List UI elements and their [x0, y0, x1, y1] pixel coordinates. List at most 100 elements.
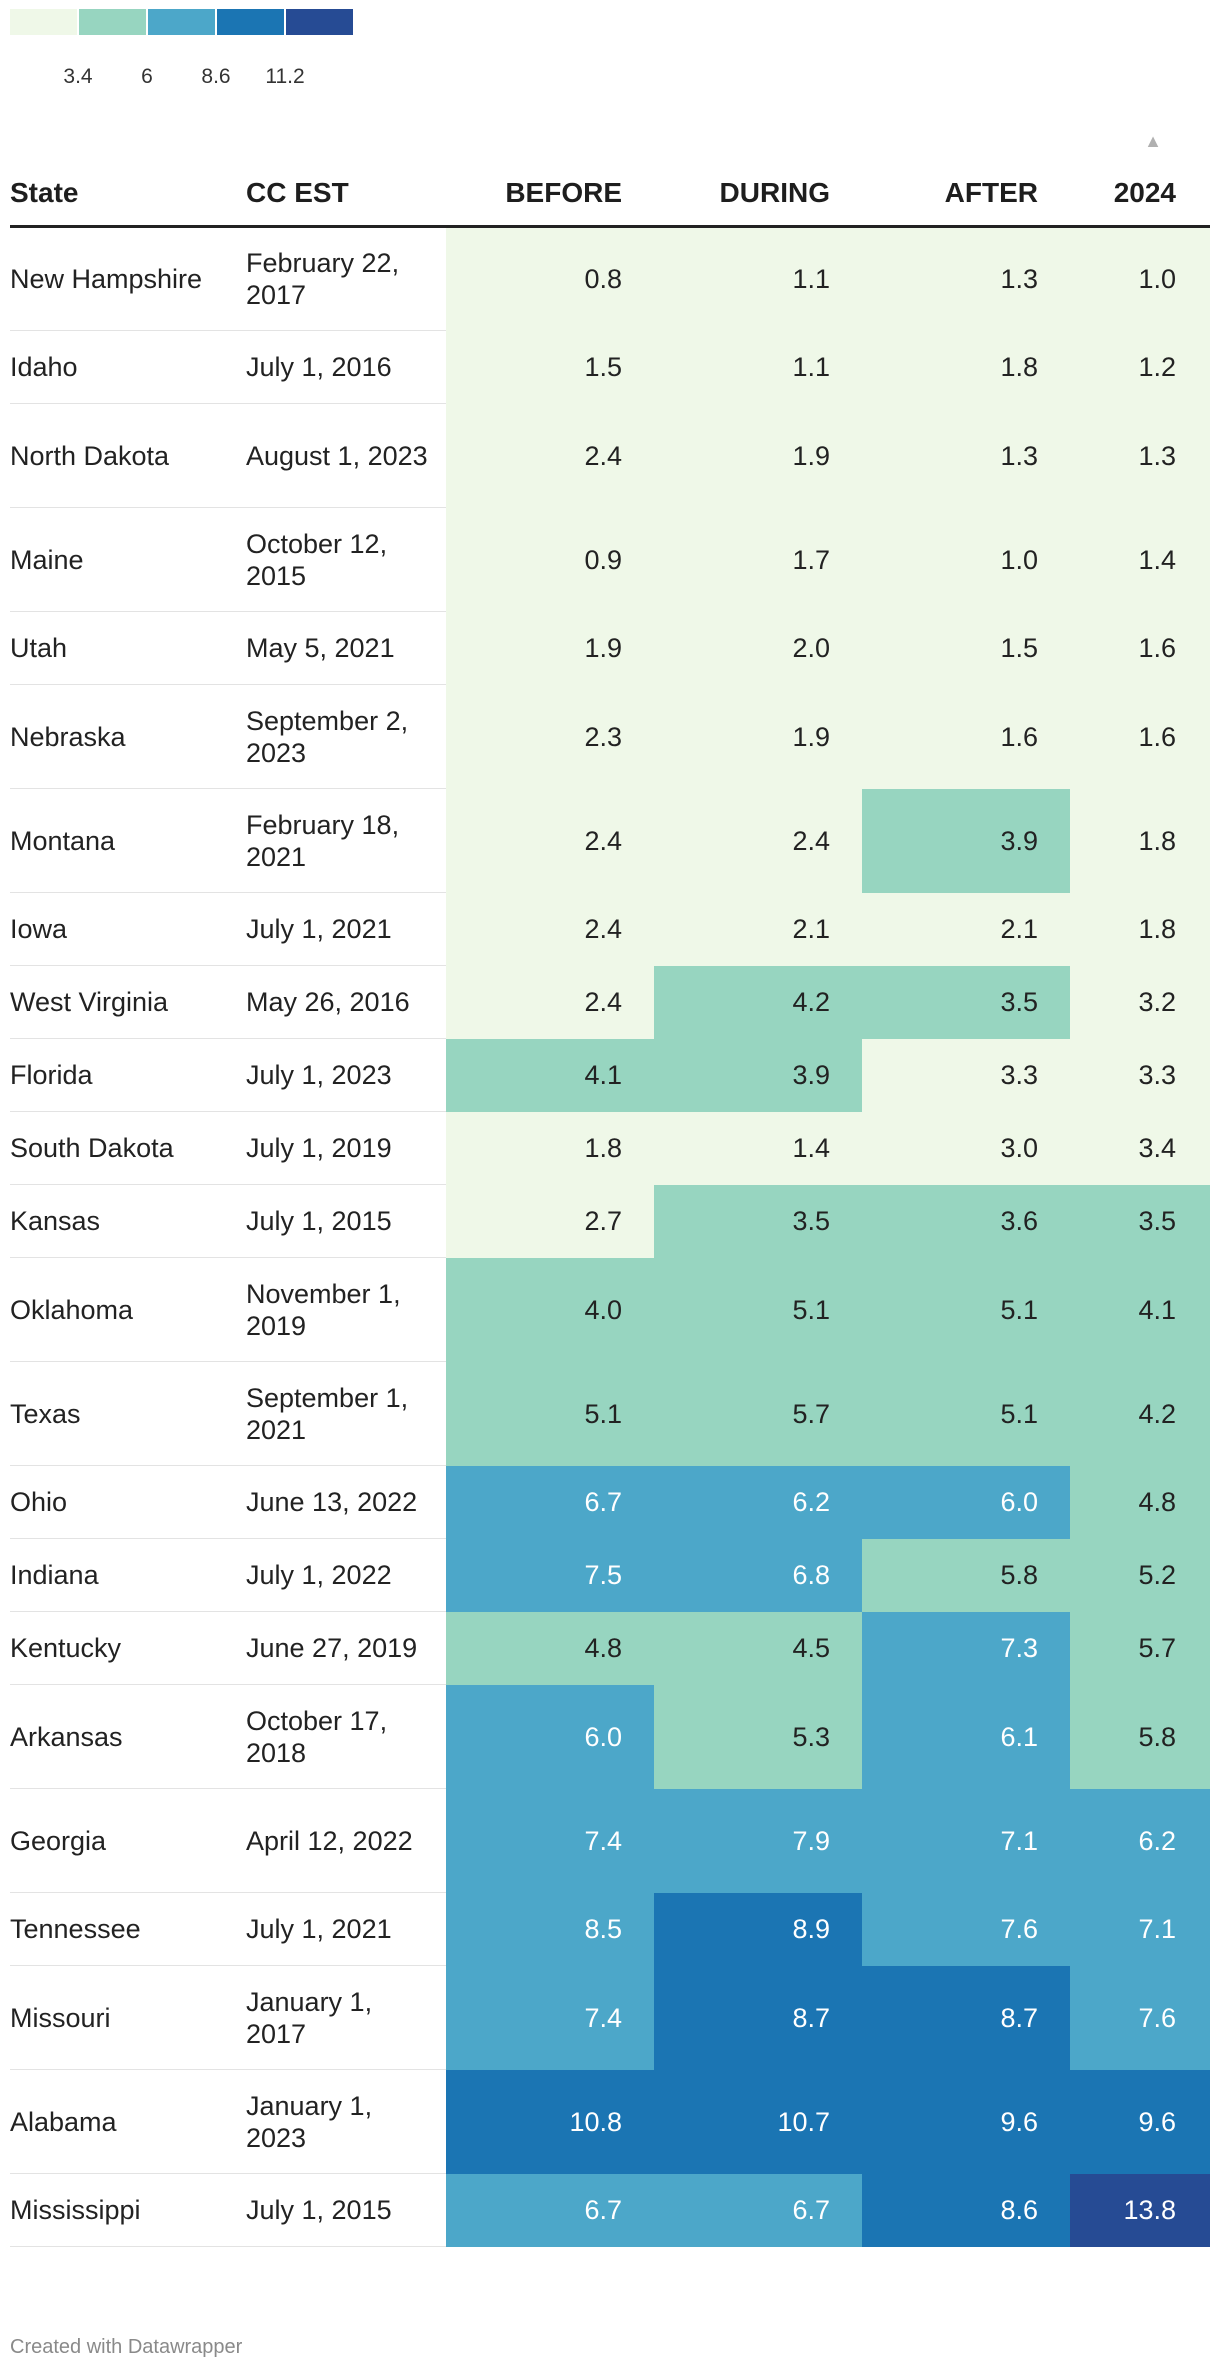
cell-state: Missouri: [10, 1965, 246, 2070]
cell-during: 3.9: [654, 1038, 862, 1112]
cell-cc-est: July 1, 2021: [246, 892, 446, 966]
color-legend: 3.4 6 8.6 11.2: [10, 9, 353, 88]
cell-during: 4.5: [654, 1611, 862, 1685]
cell-state: North Dakota: [10, 403, 246, 508]
cell-after: 8.6: [862, 2173, 1070, 2247]
cell-state: Kansas: [10, 1184, 246, 1258]
cell-during: 5.1: [654, 1257, 862, 1362]
cell-after: 1.8: [862, 330, 1070, 404]
cell-before: 1.8: [446, 1111, 654, 1185]
legend-swatch: [79, 9, 146, 35]
cell-during: 1.9: [654, 684, 862, 789]
legend-tick-label: 3.4: [63, 65, 93, 88]
cell-cc-est: October 17, 2018: [246, 1684, 446, 1789]
cell-2024: 13.8: [1070, 2173, 1210, 2247]
cell-during: 1.1: [654, 226, 862, 331]
cell-cc-est: July 1, 2015: [246, 1184, 446, 1258]
table-row: West Virginia May 26, 2016 2.4 4.2 3.5 3.2: [10, 965, 1210, 1039]
cell-after: 3.0: [862, 1111, 1070, 1185]
table-row: Montana February 18, 2021 2.4 2.4 3.9 1.8: [10, 788, 1210, 893]
cell-cc-est: April 12, 2022: [246, 1788, 446, 1893]
cell-after: 5.1: [862, 1361, 1070, 1466]
table-row: Oklahoma November 1, 2019 4.0 5.1 5.1 4.1: [10, 1257, 1210, 1362]
cell-after: 1.5: [862, 611, 1070, 685]
cell-before: 1.5: [446, 330, 654, 404]
cell-cc-est: July 1, 2019: [246, 1111, 446, 1185]
cell-state: Maine: [10, 507, 246, 612]
cell-cc-est: January 1, 2017: [246, 1965, 446, 2070]
table-row: New Hampshire February 22, 2017 0.8 1.1 1.3 1…: [10, 226, 1210, 331]
cell-2024: 1.8: [1070, 788, 1210, 893]
cell-2024: 1.4: [1070, 507, 1210, 612]
cell-after: 3.5: [862, 965, 1070, 1039]
table-row: Indiana July 1, 2022 7.5 6.8 5.8 5.2: [10, 1538, 1210, 1612]
cell-after: 6.0: [862, 1465, 1070, 1539]
column-header-cc-est[interactable]: CC EST: [246, 131, 446, 228]
cell-2024: 1.8: [1070, 892, 1210, 966]
cell-during: 10.7: [654, 2069, 862, 2174]
cell-2024: 3.2: [1070, 965, 1210, 1039]
cell-during: 1.1: [654, 330, 862, 404]
column-header-before[interactable]: BEFORE: [446, 131, 654, 228]
column-header-after[interactable]: AFTER: [862, 131, 1070, 228]
cell-before: 2.4: [446, 788, 654, 893]
cell-2024: 9.6: [1070, 2069, 1210, 2174]
cell-after: 7.6: [862, 1892, 1070, 1966]
cell-cc-est: September 1, 2021: [246, 1361, 446, 1466]
cell-during: 1.9: [654, 403, 862, 508]
cell-2024: 1.6: [1070, 684, 1210, 789]
cell-after: 1.0: [862, 507, 1070, 612]
cell-before: 4.1: [446, 1038, 654, 1112]
cell-before: 2.7: [446, 1184, 654, 1258]
column-header-during[interactable]: DURING: [654, 131, 862, 228]
cell-state: Indiana: [10, 1538, 246, 1612]
cell-state: Utah: [10, 611, 246, 685]
cell-cc-est: October 12, 2015: [246, 507, 446, 612]
cell-cc-est: January 1, 2023: [246, 2069, 446, 2174]
cell-after: 5.8: [862, 1538, 1070, 1612]
table-row: Idaho July 1, 2016 1.5 1.1 1.8 1.2: [10, 330, 1210, 404]
cell-after: 3.6: [862, 1184, 1070, 1258]
cell-after: 1.3: [862, 226, 1070, 331]
cell-before: 0.9: [446, 507, 654, 612]
cell-before: 1.9: [446, 611, 654, 685]
cell-2024: 1.0: [1070, 226, 1210, 331]
cell-during: 5.7: [654, 1361, 862, 1466]
table-row: Kansas July 1, 2015 2.7 3.5 3.6 3.5: [10, 1184, 1210, 1258]
cell-state: Georgia: [10, 1788, 246, 1893]
cell-2024: 3.4: [1070, 1111, 1210, 1185]
cell-during: 8.9: [654, 1892, 862, 1966]
legend-tick-label: 8.6: [201, 65, 231, 88]
sort-ascending-icon: ▲: [1144, 131, 1162, 151]
legend-swatch: [148, 9, 215, 35]
table-row: North Dakota August 1, 2023 2.4 1.9 1.3 1.3: [10, 403, 1210, 508]
cell-2024: 1.3: [1070, 403, 1210, 508]
cell-after: 1.6: [862, 684, 1070, 789]
cell-after: 9.6: [862, 2069, 1070, 2174]
cell-after: 5.1: [862, 1257, 1070, 1362]
column-header-2024[interactable]: ▲ 2024: [1070, 131, 1210, 228]
cell-state: Montana: [10, 788, 246, 893]
cell-before: 8.5: [446, 1892, 654, 1966]
cell-before: 5.1: [446, 1361, 654, 1466]
cell-cc-est: August 1, 2023: [246, 403, 446, 508]
cell-state: Arkansas: [10, 1684, 246, 1789]
cell-2024: 3.3: [1070, 1038, 1210, 1112]
cell-cc-est: July 1, 2021: [246, 1892, 446, 1966]
column-header-state[interactable]: State: [10, 131, 246, 228]
table-row: Utah May 5, 2021 1.9 2.0 1.5 1.6: [10, 611, 1210, 685]
cell-cc-est: July 1, 2022: [246, 1538, 446, 1612]
cell-during: 8.7: [654, 1965, 862, 2070]
cell-2024: 4.8: [1070, 1465, 1210, 1539]
cell-2024: 1.6: [1070, 611, 1210, 685]
table-row: Georgia April 12, 2022 7.4 7.9 7.1 6.2: [10, 1788, 1210, 1893]
legend-tick-label: 11.2: [265, 65, 305, 88]
table-row: Tennessee July 1, 2021 8.5 8.9 7.6 7.1: [10, 1892, 1210, 1966]
cell-cc-est: July 1, 2015: [246, 2173, 446, 2247]
cell-state: New Hampshire: [10, 226, 246, 331]
table-row: Alabama January 1, 2023 10.8 10.7 9.6 9.6: [10, 2069, 1210, 2174]
cell-after: 7.3: [862, 1611, 1070, 1685]
cell-state: Ohio: [10, 1465, 246, 1539]
cell-after: 3.9: [862, 788, 1070, 893]
cell-state: Florida: [10, 1038, 246, 1112]
